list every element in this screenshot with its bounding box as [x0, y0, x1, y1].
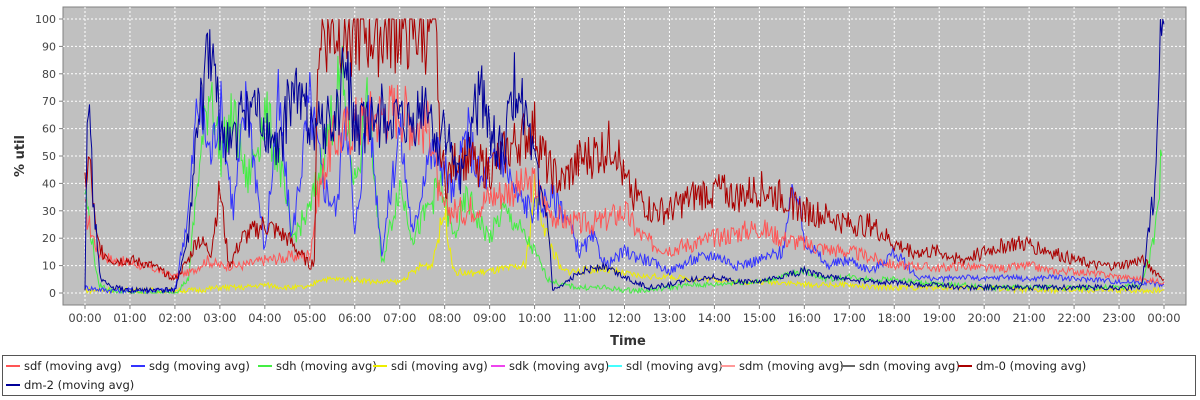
- y-tick-label: 70: [42, 95, 56, 108]
- x-tick-label: 11:00: [563, 311, 596, 325]
- legend-item-sdk: sdk (moving avg): [491, 359, 609, 373]
- legend-item-dm-2: dm-2 (moving avg): [6, 378, 134, 392]
- y-tick-label: 0: [49, 287, 56, 300]
- x-tick-label: 17:00: [833, 311, 866, 325]
- legend-item-sdf: sdf (moving avg): [6, 359, 122, 373]
- x-tick-label: 14:00: [698, 311, 731, 325]
- y-tick-label: 40: [42, 177, 56, 190]
- series-line-sdg: [84, 68, 1165, 295]
- y-tick-label: 10: [42, 260, 56, 273]
- legend-item-sdl: sdl (moving avg): [608, 359, 723, 373]
- x-tick-label: 02:00: [158, 311, 191, 325]
- x-tick-label: 00:00: [68, 311, 101, 325]
- x-axis: 00:00 01:00 02:00 03:00 04:00 05:00 06:00 07:00…: [68, 305, 1181, 325]
- legend-label: sdi (moving avg): [391, 359, 488, 373]
- series-lines: [84, 18, 1165, 295]
- x-tick-label: 23:00: [1102, 311, 1135, 325]
- legend-label: sdm (moving avg): [739, 359, 844, 373]
- x-tick-label: 05:00: [293, 311, 326, 325]
- legend-item-sdn: sdn (moving avg): [841, 359, 960, 373]
- legend-swatch: [608, 364, 622, 367]
- x-tick-label: 16:00: [788, 311, 821, 325]
- x-tick-label: 07:00: [383, 311, 416, 325]
- legend-label: sdh (moving avg): [276, 359, 377, 373]
- legend-swatch: [258, 364, 272, 367]
- series-line-dm-0: [84, 18, 1165, 282]
- y-tick-label: 90: [42, 40, 56, 53]
- legend-item-dm-0: dm-0 (moving avg): [958, 359, 1086, 373]
- series-line-dm-2: [84, 18, 1165, 295]
- y-tick-label: 20: [42, 232, 56, 245]
- x-tick-label: 08:00: [428, 311, 461, 325]
- x-tick-label: 00:00: [1147, 311, 1180, 325]
- x-tick-label: 18:00: [878, 311, 911, 325]
- y-axis: 0 10 20 30 40 50 60 70 80 90 100: [35, 13, 63, 300]
- x-tick-label: 06:00: [338, 311, 371, 325]
- series-line-sdf: [84, 84, 1165, 285]
- y-tick-label: 60: [42, 123, 56, 136]
- x-tick-label: 20:00: [968, 311, 1001, 325]
- y-tick-label: 30: [42, 205, 56, 218]
- x-tick-label: 09:00: [473, 311, 506, 325]
- line-chart: 0 10 20 30 40 50 60 70 80 90 100 00:00 01:00 02:00 03…: [13, 6, 1187, 349]
- legend-label: sdk (moving avg): [509, 359, 610, 373]
- legend-item-sdh: sdh (moving avg): [258, 359, 377, 373]
- legend-swatch: [958, 364, 972, 367]
- x-tick-label: 04:00: [248, 311, 281, 325]
- legend-swatch: [6, 364, 20, 367]
- y-axis-label: % util: [13, 135, 28, 177]
- legend-swatch: [6, 383, 20, 386]
- x-tick-label: 21:00: [1013, 311, 1046, 325]
- y-tick-label: 80: [42, 68, 56, 81]
- legend-label: sdl (moving avg): [626, 359, 723, 373]
- x-tick-label: 01:00: [113, 311, 146, 325]
- y-tick-label: 100: [35, 13, 56, 26]
- x-tick-label: 10:00: [518, 311, 551, 325]
- legend-swatch: [491, 364, 505, 367]
- legend-label: sdg (moving avg): [149, 359, 250, 373]
- x-axis-label: Time: [610, 334, 646, 349]
- legend-swatch: [721, 364, 735, 367]
- legend: sdf (moving avg) sdg (moving avg) sdh (mov…: [2, 355, 1196, 396]
- legend-swatch: [131, 364, 145, 367]
- legend-swatch: [841, 364, 855, 367]
- legend-swatch: [373, 364, 387, 367]
- x-tick-label: 03:00: [203, 311, 236, 325]
- legend-label: sdn (moving avg): [859, 359, 960, 373]
- x-tick-label: 15:00: [743, 311, 776, 325]
- legend-label: sdf (moving avg): [24, 359, 122, 373]
- x-tick-label: 19:00: [923, 311, 956, 325]
- legend-item-sdm: sdm (moving avg): [721, 359, 844, 373]
- x-tick-label: 22:00: [1058, 311, 1091, 325]
- y-tick-label: 50: [42, 150, 56, 163]
- legend-label: dm-0 (moving avg): [976, 359, 1087, 373]
- x-tick-label: 12:00: [608, 311, 641, 325]
- x-tick-label: 13:00: [653, 311, 686, 325]
- legend-item-sdg: sdg (moving avg): [131, 359, 250, 373]
- legend-label: dm-2 (moving avg): [24, 378, 135, 392]
- legend-item-sdi: sdi (moving avg): [373, 359, 488, 373]
